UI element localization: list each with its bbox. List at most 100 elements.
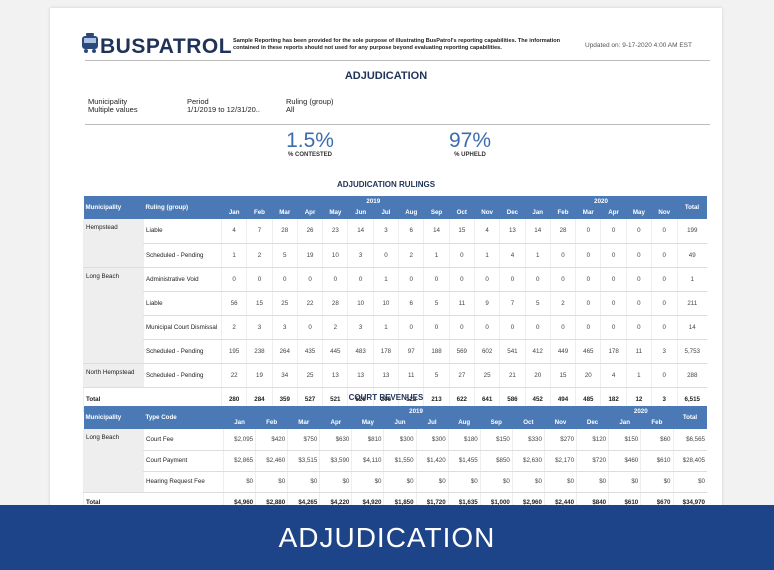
value-cell: $0	[351, 471, 384, 493]
value-cell: 0	[423, 267, 450, 292]
report-title: ADJUDICATION	[344, 70, 428, 82]
value-cell: 569	[448, 339, 475, 364]
table-row: Hempstead Liable 4 7 28 26 23 14 3 6 14 15 4 13 14 28 0 0…	[83, 219, 707, 268]
value-cell: $1,720	[415, 491, 449, 508]
value-cell: 0	[651, 363, 677, 388]
table-row: Scheduled - Pending 1 2 5 19 10 3 0 2 1 0 1 4 1 0 0 0 0 0 4…	[84, 243, 707, 268]
value-cell: $4,920	[351, 491, 384, 508]
value-cell: $300	[383, 429, 417, 451]
value-cell: $750	[287, 429, 320, 451]
value-cell: 6	[398, 219, 424, 244]
value-cell: 0	[651, 243, 677, 268]
table-row: Liable 56 15 25 22 28 10 10 6 5 11 9 7 5 2 0 0 0 0 211	[84, 291, 707, 316]
row-label: Court Fee	[143, 429, 224, 451]
value-cell: $300	[415, 429, 449, 451]
value-cell: $2,960	[511, 491, 545, 508]
month-header: Jan	[525, 206, 551, 219]
disclaimer: Sample Reporting has been provided for t…	[233, 38, 561, 51]
value-cell: 3	[372, 219, 399, 244]
value-cell: 13	[347, 363, 374, 388]
value-cell: $0	[576, 471, 609, 493]
month-header: Feb	[255, 416, 288, 429]
value-cell: $180	[447, 429, 481, 451]
table-header: Municipality Ruling (group) 2019 2020 Total J…	[83, 196, 707, 219]
value-cell: 2	[220, 315, 247, 340]
value-cell: 23	[322, 219, 348, 244]
value-cell: 0	[651, 291, 677, 316]
value-cell: 0	[651, 315, 677, 340]
value-cell: $810	[351, 429, 384, 451]
value-cell: 1	[423, 243, 450, 268]
value-cell: 4	[473, 219, 500, 244]
column-header: Total	[677, 196, 707, 219]
value-cell: 449	[549, 339, 576, 364]
month-header: Jan	[608, 416, 641, 429]
section-title: COURT REVENUES	[348, 393, 424, 402]
month-header: Aug	[398, 206, 424, 219]
value-cell: $420	[255, 429, 288, 451]
month-header: Oct	[512, 416, 545, 429]
divider	[85, 124, 710, 125]
value-cell: $60	[640, 429, 673, 451]
value-cell: $720	[576, 450, 609, 472]
value-cell: $2,880	[255, 491, 288, 508]
value-cell: $0	[415, 471, 449, 493]
value-cell: 22	[220, 363, 247, 388]
report: BUSPATROL Sample Reporting has been prov…	[50, 8, 722, 508]
table-row: Scheduled - Pending 195 238 264 435 445 483 178…	[84, 339, 707, 364]
month-header: Nov	[544, 416, 577, 429]
value-cell: $1,850	[383, 491, 417, 508]
value-cell: 5	[524, 291, 551, 316]
value-cell: 3	[651, 339, 677, 364]
year-header: 2019	[223, 406, 609, 416]
month-header: Feb	[550, 206, 576, 219]
value-cell: $0	[543, 471, 577, 493]
value-cell: 2	[549, 291, 576, 316]
month-header: Jan	[223, 416, 256, 429]
month-header: Apr	[319, 416, 352, 429]
value-cell: 0	[372, 243, 399, 268]
value-cell: 28	[322, 291, 348, 316]
value-cell: 0	[625, 315, 652, 340]
value-cell: 25	[296, 363, 323, 388]
month-header: Apr	[297, 206, 323, 219]
value-cell: 0	[549, 315, 576, 340]
value-cell: 4	[499, 243, 526, 268]
value-cell: 0	[524, 267, 551, 292]
month-header: Mar	[575, 206, 601, 219]
banner: ADJUDICATION	[0, 505, 774, 570]
kpi-label: % UPHELD	[454, 152, 486, 158]
row-label: Liable	[143, 219, 222, 244]
value-cell: 0	[549, 243, 576, 268]
value-cell: 0	[625, 267, 652, 292]
column-header: Municipality	[83, 196, 144, 219]
value-cell: 5	[423, 363, 450, 388]
year-header: 2020	[525, 196, 677, 206]
value-cell: 1	[372, 267, 399, 292]
table-row: North Hempstead Scheduled - Pending 22 19 34…	[83, 363, 707, 388]
value-cell: 34	[271, 363, 298, 388]
month-header: May	[322, 206, 348, 219]
value-cell: 178	[372, 339, 399, 364]
value-cell: $0	[511, 471, 545, 493]
value-cell: 6	[398, 291, 424, 316]
kpi: 1.5% % CONTESTED	[255, 130, 365, 159]
value-cell: 1	[524, 243, 551, 268]
value-cell: 178	[600, 339, 627, 364]
month-header: Oct	[449, 206, 475, 219]
value-cell: 541	[499, 339, 526, 364]
table-row: Long Beach Administrative Void 0 0 0 0 0 0 1 0 0 0 0…	[83, 267, 707, 364]
group-cell: North Hempstead	[83, 363, 144, 388]
row-label: Scheduled - Pending	[143, 339, 222, 364]
value-cell: $0	[640, 471, 673, 493]
value-cell: 1	[372, 315, 399, 340]
value-cell: 20	[524, 363, 551, 388]
row-label: Liable	[143, 291, 222, 316]
column-header: Municipality	[83, 406, 144, 429]
total-cell: $34,970	[672, 491, 707, 508]
value-cell: $4,960	[222, 491, 256, 508]
column-header: Type Code	[143, 406, 224, 429]
value-cell: 0	[473, 315, 500, 340]
value-cell: 15	[448, 219, 475, 244]
row-label: Scheduled - Pending	[143, 363, 222, 388]
